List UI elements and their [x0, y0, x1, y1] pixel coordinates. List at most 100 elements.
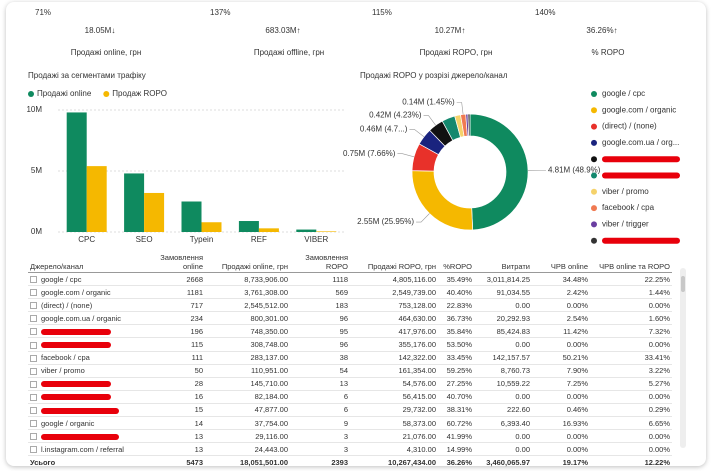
- cell-text: 0.00: [515, 300, 530, 310]
- cell-text: 35.49%: [446, 274, 472, 284]
- cell-text: 0.00: [515, 431, 530, 441]
- cell-text: (direct) / (none): [41, 300, 93, 310]
- table-cell: 196: [150, 324, 205, 339]
- table-cell: 0.00%: [532, 298, 590, 313]
- table-cell: 0.00%: [532, 390, 590, 404]
- table-cell: 2.42%: [532, 285, 590, 300]
- legend-marker: [103, 91, 110, 97]
- redacted-mark: [41, 407, 119, 414]
- table-cell: 0.00%: [590, 390, 672, 404]
- table-cell: 2.54%: [532, 311, 590, 326]
- table-cell: [28, 337, 150, 352]
- kpi-change: 137%: [210, 8, 230, 17]
- table-cell: [28, 377, 150, 391]
- cell-text: 0.00%: [566, 300, 588, 310]
- table-cell: 2668: [150, 272, 205, 287]
- table-cell: 40.40%: [438, 285, 474, 300]
- bar: [258, 228, 279, 232]
- legend-label: google / cpc: [602, 89, 645, 98]
- table-cell: 8,760.73: [474, 364, 532, 378]
- x-tick-label: VIBER: [304, 235, 328, 244]
- table-cell: 16.93%: [532, 416, 590, 431]
- cell-text: 21,076.00: [402, 431, 436, 441]
- scrollbar[interactable]: [680, 268, 686, 448]
- cell-text: 29,732.00: [402, 405, 436, 415]
- table-cell: 35.84%: [438, 324, 474, 339]
- cell-text: google.com.ua / organic: [41, 313, 122, 323]
- slice-label: 0.42M (4.23%): [369, 111, 422, 120]
- expand-icon: [30, 315, 37, 323]
- kpi-change: 115%: [372, 8, 392, 17]
- cell-text: 7.25%: [566, 379, 588, 389]
- column-header: Джерело/канал: [28, 252, 150, 273]
- y-tick-label: 10M: [26, 105, 42, 114]
- table-cell: 91,034.55: [474, 285, 532, 300]
- table-cell: 54,576.00: [350, 377, 438, 391]
- table-cell: 3: [290, 442, 350, 457]
- kpi-change: 71%: [35, 8, 51, 17]
- table-cell: 464,630.00: [350, 311, 438, 326]
- cell-text: 8,760.73: [500, 366, 530, 376]
- x-tick-label: SEO: [136, 235, 153, 244]
- table-cell: 28: [150, 377, 205, 391]
- table-cell: 1118: [290, 272, 350, 287]
- legend-marker: [28, 91, 34, 97]
- table-row: 28 145,710.00 13 54,576.00 27.25% 10,559.22 7.…: [28, 377, 672, 391]
- table-cell: 47,877.00: [205, 403, 290, 418]
- redacted-mark: [602, 237, 680, 244]
- cell-text: 95: [339, 326, 348, 336]
- table-cell: 0.00%: [590, 298, 672, 313]
- cell-text: 38.31%: [446, 405, 472, 415]
- table-cell: 96: [290, 337, 350, 352]
- donut-slice: [411, 170, 474, 231]
- table-cell: google / organic: [28, 416, 150, 431]
- legend-label: facebook / cpa: [602, 203, 655, 212]
- table-cell: 7.32%: [590, 324, 672, 339]
- cell-text: 37,754.00: [254, 418, 288, 428]
- kpi-label: Продажі ROPO, грн: [420, 48, 493, 57]
- cell-text: 1.60%: [648, 313, 670, 323]
- table-cell: 717: [150, 298, 205, 313]
- cell-text: 0.00%: [566, 392, 588, 402]
- x-tick-label: Typein: [190, 235, 214, 244]
- slice-label: 0.46M (4.7...): [360, 125, 408, 134]
- cell-text: 3: [343, 444, 348, 454]
- table-cell: 0.00%: [590, 337, 672, 352]
- cell-text: 0.46%: [566, 405, 588, 415]
- table-cell: 38.31%: [438, 403, 474, 418]
- expand-icon: [30, 328, 37, 336]
- cell-text: 9: [343, 418, 348, 428]
- table-cell: 37,754.00: [205, 416, 290, 431]
- table-cell: 19.17%: [532, 455, 590, 469]
- bar: [238, 221, 259, 232]
- legend-label: viber / promo: [602, 187, 649, 196]
- leader-line: [416, 213, 430, 223]
- leader-line: [397, 153, 415, 158]
- expand-icon: [30, 341, 37, 349]
- table-cell: 753,128.00: [350, 298, 438, 313]
- bar: [144, 192, 165, 232]
- chart-title: Продажі за сегментами трафіку: [28, 71, 146, 80]
- cell-text: 12.22%: [644, 457, 670, 467]
- leader-line: [456, 102, 464, 115]
- table-cell: 1.60%: [590, 311, 672, 326]
- legend-label: (direct) / (none): [602, 122, 657, 131]
- cell-text: 6,393.40: [500, 418, 530, 428]
- cell-text: 5.27%: [648, 379, 670, 389]
- table-cell: 14: [150, 416, 205, 431]
- leader-line: [409, 129, 425, 137]
- table-cell: 161,354.00: [350, 364, 438, 378]
- redacted-mark: [602, 156, 680, 163]
- table-cell: 22.83%: [438, 298, 474, 313]
- table-cell: 3,460,065.97: [474, 455, 532, 469]
- cell-text: 2.54%: [566, 313, 588, 323]
- table-cell: 58,373.00: [350, 416, 438, 431]
- table-row: l.instagram.com / referral 13 24,443.00 3 4,…: [28, 442, 672, 457]
- cell-text: 748,350.00: [250, 326, 288, 336]
- cell-text: 50: [194, 366, 203, 376]
- x-tick-label: REF: [251, 235, 267, 244]
- scroll-thumb[interactable]: [681, 276, 685, 292]
- cell-text: 33.41%: [644, 353, 670, 363]
- legend-marker: [591, 205, 597, 212]
- slice-label: 4.81M (48.9%): [548, 165, 601, 174]
